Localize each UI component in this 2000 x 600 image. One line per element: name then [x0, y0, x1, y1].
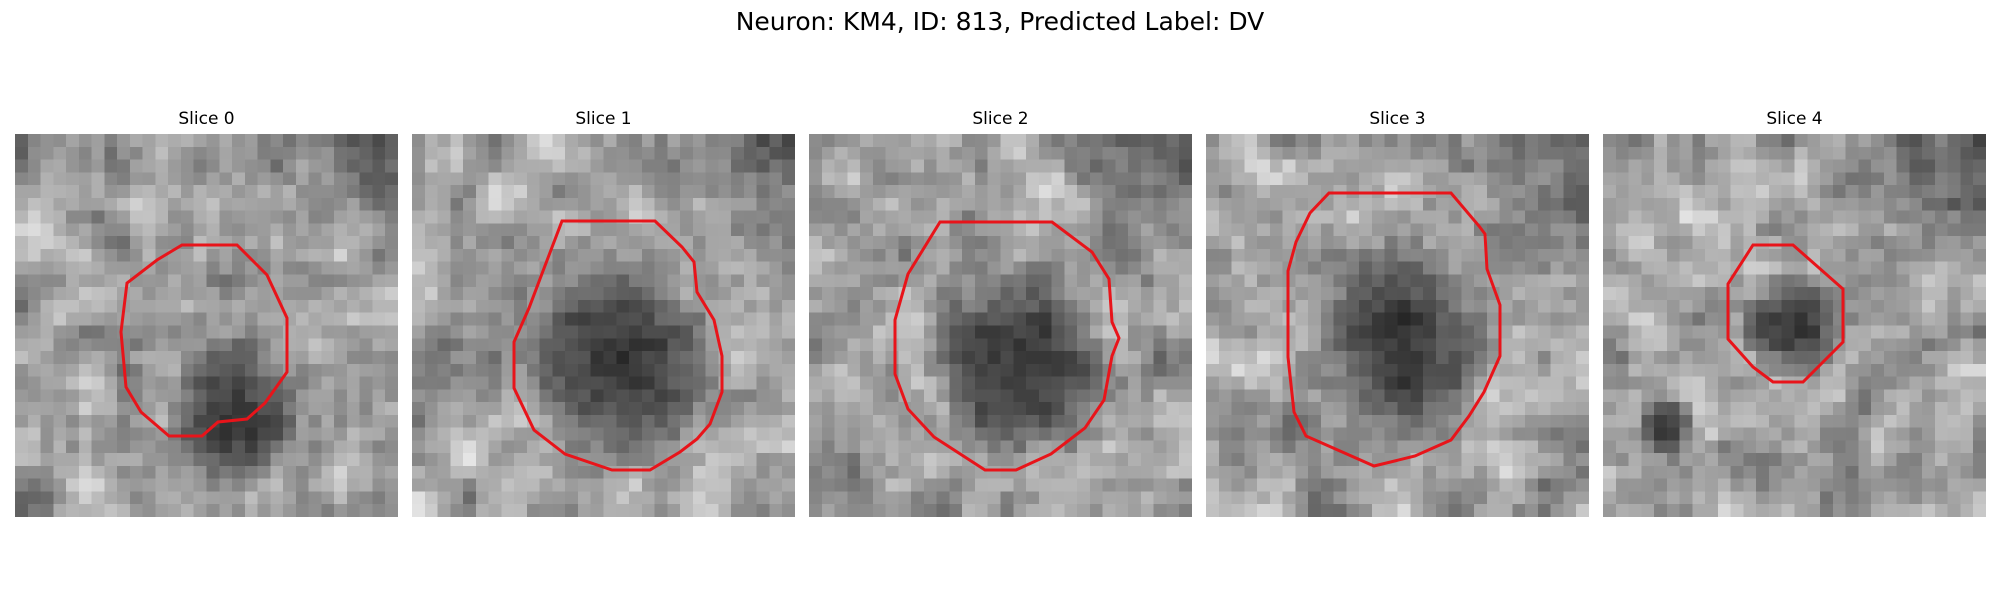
slice-image-0 — [15, 134, 398, 517]
slice-image-1 — [412, 134, 795, 517]
roi-contour-2 — [893, 220, 1121, 472]
roi-contour-1 — [512, 219, 724, 472]
roi-contour-3 — [1286, 191, 1502, 468]
slice-panel-0: Slice 0 — [15, 108, 398, 517]
slice-panel-4: Slice 4 — [1603, 108, 1986, 517]
slice-title-0: Slice 0 — [178, 109, 235, 129]
slice-panel-1: Slice 1 — [412, 108, 795, 517]
slice-title-4: Slice 4 — [1766, 109, 1823, 129]
slice-panel-3: Slice 3 — [1206, 108, 1589, 517]
slice-image-3 — [1206, 134, 1589, 517]
slice-image-2 — [809, 134, 1192, 517]
slice-title-2: Slice 2 — [972, 109, 1029, 129]
slice-image-4 — [1603, 134, 1986, 517]
slice-panel-2: Slice 2 — [809, 108, 1192, 517]
figure-title: Neuron: KM4, ID: 813, Predicted Label: D… — [735, 7, 1265, 36]
slice-title-1: Slice 1 — [575, 109, 632, 129]
roi-contour-0 — [119, 243, 289, 438]
roi-contour-4 — [1726, 243, 1845, 384]
slice-title-3: Slice 3 — [1369, 109, 1426, 129]
